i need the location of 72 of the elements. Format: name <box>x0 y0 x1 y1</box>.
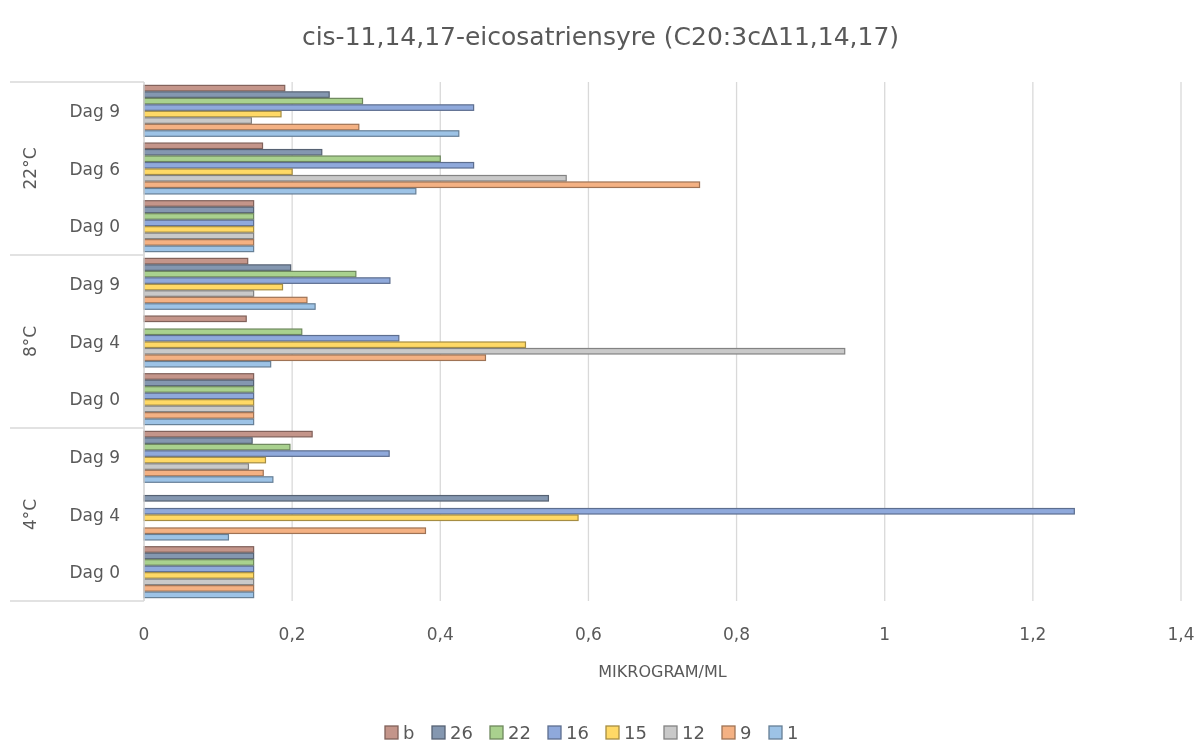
x-tick-label: 1,4 <box>1167 624 1195 644</box>
bar <box>143 399 255 406</box>
text: 22°C <box>20 147 40 190</box>
bar <box>143 476 274 483</box>
bar <box>143 430 313 438</box>
x-tick-label: 1,2 <box>1019 624 1047 644</box>
bar <box>143 507 1075 515</box>
bar <box>143 130 460 137</box>
bar <box>143 514 579 522</box>
bar <box>143 437 253 444</box>
chart-title: cis-11,14,17-eicosatriensyre (C20:3cΔ11,14,17) <box>301 22 900 51</box>
bar <box>143 418 255 426</box>
bar <box>143 187 417 195</box>
legend-label: 1 <box>787 722 799 743</box>
bar <box>143 91 330 98</box>
bar <box>143 559 255 566</box>
bar <box>143 213 255 220</box>
text: 4°C <box>20 498 40 531</box>
x-tick-label: 0,4 <box>426 624 454 644</box>
legend-label: b <box>403 722 415 743</box>
bar <box>143 494 550 502</box>
bar <box>143 533 230 541</box>
y-tick-label: Dag 9 <box>69 100 120 121</box>
bar <box>143 341 527 349</box>
x-tick-label: 1 <box>879 624 891 644</box>
bar <box>143 373 255 380</box>
legend-label: 15 <box>624 722 647 743</box>
bar <box>143 155 441 163</box>
bar <box>143 264 292 271</box>
bar <box>143 142 264 150</box>
x-axis-title: MIKROGRAM/ML <box>598 662 727 681</box>
bar <box>143 117 252 124</box>
x-tick-label: 0,6 <box>574 624 602 644</box>
bar <box>143 168 293 176</box>
bar <box>143 226 255 233</box>
bar <box>143 245 255 253</box>
y-tick-label: Dag 0 <box>69 389 120 410</box>
legend-label: 22 <box>508 722 531 743</box>
bar <box>143 290 255 297</box>
bar <box>143 572 255 579</box>
text: 8°C <box>20 325 40 358</box>
bar <box>143 591 255 599</box>
legend-label: 16 <box>566 722 589 743</box>
bar <box>143 463 250 470</box>
y-tick-label: Dag 4 <box>69 504 120 525</box>
bar <box>143 315 247 323</box>
bar <box>143 546 255 553</box>
y-tick-label: Dag 0 <box>69 562 120 583</box>
x-tick-label: 0,2 <box>278 624 306 644</box>
y-tick-label: Dag 9 <box>69 273 120 294</box>
bar <box>143 200 255 207</box>
x-tick-label: 0 <box>138 624 150 644</box>
bar <box>143 161 475 169</box>
y-tick-label: Dag 6 <box>69 158 120 179</box>
bar <box>143 386 255 393</box>
legend-label: 12 <box>682 722 705 743</box>
bar <box>143 277 391 284</box>
bar <box>143 104 475 111</box>
bar <box>143 360 272 368</box>
bar <box>143 347 846 355</box>
x-tick-label: 0,8 <box>723 624 751 644</box>
bar <box>143 303 316 310</box>
legend-label: 26 <box>450 722 473 743</box>
y-tick-label: Dag 4 <box>69 331 120 352</box>
bar <box>143 354 487 362</box>
bar <box>143 527 427 535</box>
y-tick-label: Dag 0 <box>69 216 120 237</box>
bar <box>143 181 701 189</box>
y-tick-label: Dag 9 <box>69 446 120 467</box>
legend-label: 9 <box>740 722 752 743</box>
bar <box>143 328 303 336</box>
bar <box>143 450 390 457</box>
